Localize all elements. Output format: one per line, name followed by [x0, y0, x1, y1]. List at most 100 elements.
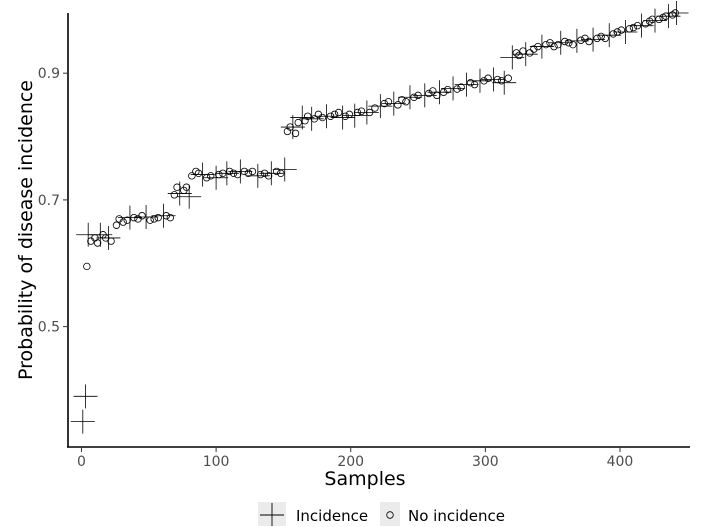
- x-axis-title: Samples: [324, 468, 405, 490]
- no-incidence-point: [341, 112, 350, 120]
- y-tick-labels: 0.5 0.7 0.9: [38, 66, 68, 336]
- no-incidence-point: [207, 172, 215, 180]
- no-incidence-point: [457, 83, 465, 91]
- incidence-point: [513, 42, 538, 67]
- no-incidence-point: [429, 87, 437, 95]
- legend-key-incidence-cross: [260, 503, 284, 526]
- no-incidence-point: [569, 40, 577, 49]
- incidence-point: [427, 80, 452, 105]
- no-incidence-point: [107, 237, 115, 245]
- incidence-point: [134, 205, 159, 230]
- x-tick-label: 200: [337, 454, 364, 470]
- no-incidence-point: [277, 169, 285, 177]
- no-incidence-point: [546, 39, 554, 47]
- no-incidence-point: [146, 216, 154, 224]
- no-incidence-point: [577, 36, 585, 44]
- no-incidence-point: [272, 167, 281, 176]
- no-incidence-point: [256, 170, 265, 179]
- incidence-point: [454, 72, 479, 97]
- no-incidence-point: [554, 40, 562, 49]
- incidence-point: [354, 100, 379, 125]
- incidence-point: [272, 157, 297, 182]
- no-incidence-point: [609, 30, 617, 38]
- legend-label-incidence: Incidence: [296, 507, 368, 525]
- no-incidence-point: [264, 172, 273, 180]
- no-incidence-point: [470, 80, 479, 89]
- no-incidence-point: [112, 221, 121, 229]
- no-incidence-point: [561, 37, 569, 46]
- no-incidence-point: [398, 96, 406, 104]
- no-incidence-point: [244, 169, 253, 177]
- incidence-point: [664, 1, 689, 25]
- legend-key-no-incidence-circle: [386, 511, 394, 519]
- no-incidence-point: [291, 129, 300, 138]
- no-incidence-point: [484, 74, 492, 82]
- no-incidence-point: [519, 47, 527, 55]
- incidence-point: [245, 163, 270, 188]
- incidence-point: [564, 28, 589, 53]
- no-incidence-point: [150, 215, 158, 223]
- no-incidence-point: [303, 112, 312, 120]
- no-incidence-point: [170, 191, 179, 199]
- no-incidence-point: [443, 85, 452, 94]
- no-incidence-point: [202, 174, 211, 182]
- no-incidence-point: [353, 108, 362, 117]
- no-incidence-point: [248, 167, 257, 176]
- no-incidence-point: [301, 117, 309, 125]
- no-incidence-point: [173, 183, 181, 191]
- y-tick-label: 0.7: [38, 193, 60, 209]
- no-incidence-point: [219, 169, 227, 177]
- no-incidence-point: [334, 108, 343, 117]
- incidence-point: [70, 409, 95, 434]
- no-incidence-point: [194, 169, 203, 177]
- no-incidence-point: [439, 88, 448, 96]
- no-incidence-point: [123, 216, 131, 224]
- no-incidence-point: [466, 78, 475, 87]
- no-incidence-point: [512, 49, 521, 57]
- no-incidence-point: [225, 167, 234, 176]
- no-incidence-point: [294, 118, 302, 127]
- no-incidence-point: [504, 74, 512, 82]
- incidence-point: [342, 103, 367, 128]
- incidence-point: [467, 68, 492, 93]
- no-incidence-point: [330, 110, 339, 119]
- incidence-point: [397, 85, 422, 110]
- no-incidence-point: [497, 77, 506, 85]
- no-incidence-point: [410, 93, 418, 101]
- no-incidence-point: [433, 91, 441, 100]
- x-tick-label: 400: [607, 454, 634, 470]
- no-incidence-point: [384, 98, 393, 106]
- no-incidence-point: [93, 239, 102, 247]
- no-incidence-point: [119, 218, 127, 226]
- no-incidence-point: [394, 101, 402, 109]
- incidence-point: [290, 105, 315, 130]
- no-incidence-point: [550, 42, 558, 51]
- no-incidence-point: [526, 49, 534, 57]
- no-incidence-point: [130, 213, 138, 222]
- no-incidence-point: [617, 26, 626, 34]
- no-incidence-point: [154, 213, 162, 222]
- no-incidence-point: [530, 45, 538, 53]
- no-incidence-point: [633, 21, 642, 30]
- no-incidence-point: [83, 262, 91, 271]
- incidence-point: [96, 225, 121, 250]
- no-incidence-point: [182, 183, 191, 191]
- no-incidence-point: [357, 107, 366, 115]
- no-incidence-point: [601, 34, 609, 43]
- no-incidence-point: [480, 77, 488, 85]
- no-incidence-point: [613, 28, 621, 36]
- no-incidence-point: [260, 169, 269, 177]
- no-incidence-point: [101, 234, 110, 242]
- incidence-point: [314, 104, 339, 129]
- no-incidence-point: [453, 85, 461, 93]
- incidence-point: [73, 384, 98, 409]
- no-incidence-point: [162, 212, 170, 220]
- no-incidence-point: [371, 104, 379, 112]
- no-incidence-point: [414, 91, 422, 100]
- no-incidence-point: [326, 112, 335, 120]
- y-tick-label: 0.9: [38, 66, 60, 82]
- incidence-point: [500, 45, 525, 70]
- incidence-point: [613, 20, 638, 45]
- no-incidence-point: [402, 98, 410, 106]
